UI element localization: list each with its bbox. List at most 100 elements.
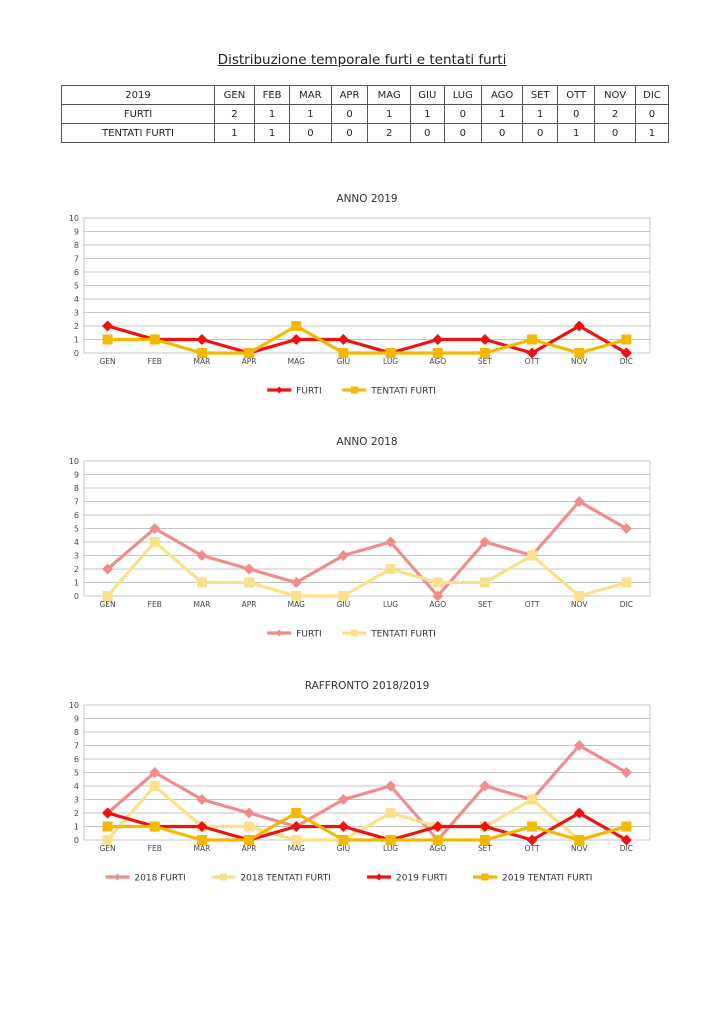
y-tick-label: 7: [74, 255, 79, 264]
table-month-header: APR: [330, 85, 369, 105]
series-line: [105, 743, 629, 842]
data-point: [621, 334, 632, 345]
data-point: [338, 835, 349, 845]
y-tick-label: 2: [74, 322, 79, 331]
y-tick-label: 1: [74, 336, 79, 345]
table-month-header: NOV: [594, 85, 636, 105]
legend-marker: [375, 873, 383, 881]
legend-label: TENTATI FURTI: [370, 387, 436, 397]
table-month-header: SET: [522, 85, 559, 105]
series-line: [105, 324, 629, 355]
table-cell: 1: [214, 123, 255, 143]
data-point: [244, 835, 255, 845]
table-cell: 0: [634, 104, 670, 124]
data-point: [527, 794, 538, 805]
x-tick-label: NOV: [571, 600, 588, 609]
y-tick-label: 4: [74, 538, 79, 547]
data-point: [573, 496, 585, 507]
table-cell: 0: [522, 123, 559, 143]
x-tick-label: SET: [478, 357, 492, 366]
data-point: [479, 334, 491, 345]
document-title: Distribuzione temporale furti e tentati …: [217, 52, 507, 68]
y-tick-label: 3: [74, 796, 79, 805]
x-tick-label: MAG: [288, 600, 305, 609]
data-point: [527, 334, 538, 345]
table-month-header: LUG: [443, 85, 483, 105]
data-point: [385, 808, 396, 818]
data-point: [291, 591, 302, 601]
table-header-row: 2019 GEN FEB MAR APR MAG GIU LUG AGO SET OTT NOV DIC: [61, 85, 670, 105]
legend-label: 2019 TENTATI FURTI: [502, 874, 592, 884]
series-line: [105, 811, 629, 842]
table-year-label: 2019: [61, 85, 215, 105]
y-tick-label: 8: [74, 728, 79, 737]
table-cell: 1: [409, 104, 445, 124]
table-month-header: DIC: [634, 85, 670, 105]
data-point: [102, 334, 113, 345]
x-tick-label: MAG: [288, 844, 305, 853]
data-point: [479, 536, 491, 548]
data-point: [196, 835, 207, 845]
data-point: [291, 835, 302, 845]
x-tick-label: AGO: [429, 844, 446, 853]
y-tick-label: 9: [74, 228, 79, 237]
x-tick-label: MAR: [194, 357, 211, 366]
table-cell: 2: [594, 104, 636, 124]
legend-label: 2018 FURTI: [134, 874, 185, 884]
data-point: [526, 834, 538, 846]
data-point: [526, 347, 538, 359]
y-tick-label: 8: [74, 241, 79, 250]
summary-table: 2019 GEN FEB MAR APR MAG GIU LUG AGO SET OTT NOV DIC…: [61, 85, 670, 143]
data-point: [573, 807, 585, 819]
data-point: [432, 348, 443, 358]
y-tick-label: 10: [69, 457, 79, 466]
y-tick-label: 2: [74, 809, 79, 818]
data-point: [149, 821, 160, 832]
table-cell: 0: [557, 104, 596, 124]
legend-marker: [350, 629, 358, 637]
data-point: [338, 591, 349, 601]
x-tick-label: MAG: [288, 357, 305, 366]
table-cell: 1: [634, 123, 670, 143]
series-line: [105, 324, 629, 355]
data-point: [290, 334, 302, 345]
x-tick-label: NOV: [571, 844, 588, 853]
data-point: [149, 537, 160, 547]
chart-2018-svg: ANNO 2018 0 1 2 3 4 5 6 7 8 9 10 GEN FEB MAR APR MAG GIU L…: [69, 436, 651, 640]
x-tick-label: NOV: [571, 357, 588, 366]
y-tick-label: 10: [69, 214, 79, 223]
legend-marker: [219, 873, 227, 881]
data-point: [432, 590, 444, 602]
x-tick-label: DIC: [620, 600, 633, 609]
y-tick-label: 6: [74, 268, 79, 277]
legend-marker: [481, 873, 489, 881]
x-tick-label: APR: [242, 357, 257, 366]
chart-2018: ANNO 2018 0 1 2 3 4 5 6 7 8 9 10 GEN FEB MAR APR MAG GIU L…: [56, 431, 668, 651]
y-tick-label: 10: [69, 701, 79, 710]
legend-marker: [275, 629, 283, 637]
x-tick-label: SET: [478, 844, 492, 853]
series-line: [105, 784, 629, 842]
data-point: [479, 780, 491, 792]
x-tick-label: GEN: [99, 844, 115, 853]
data-point: [573, 320, 585, 332]
x-tick-label: FEB: [148, 357, 162, 366]
data-point: [291, 808, 302, 818]
chart-2019: ANNO 2019 0 1 2 3 4 5 6 7 8 9 10 GEN FEB MAR APR MAG GIU L…: [56, 188, 668, 408]
table-cell: 1: [481, 104, 524, 124]
table-cell: 1: [253, 104, 291, 124]
data-point: [244, 821, 255, 832]
x-tick-label: FEB: [148, 600, 162, 609]
chart-title: RAFFRONTO 2018/2019: [305, 680, 430, 692]
data-point: [196, 550, 208, 561]
y-tick-label: 5: [74, 769, 79, 778]
chart-comparison: RAFFRONTO 2018/2019 0 1 2 3 4 5 6 7 8 9 10 GEN FEB MAR…: [56, 675, 668, 895]
data-point: [291, 321, 302, 331]
x-tick-label: GIU: [337, 844, 351, 853]
table-month-header: AGO: [481, 85, 524, 105]
data-point: [149, 334, 160, 345]
x-tick-label: MAR: [194, 844, 211, 853]
data-point: [385, 835, 396, 845]
data-point: [244, 348, 255, 358]
data-point: [620, 347, 632, 359]
